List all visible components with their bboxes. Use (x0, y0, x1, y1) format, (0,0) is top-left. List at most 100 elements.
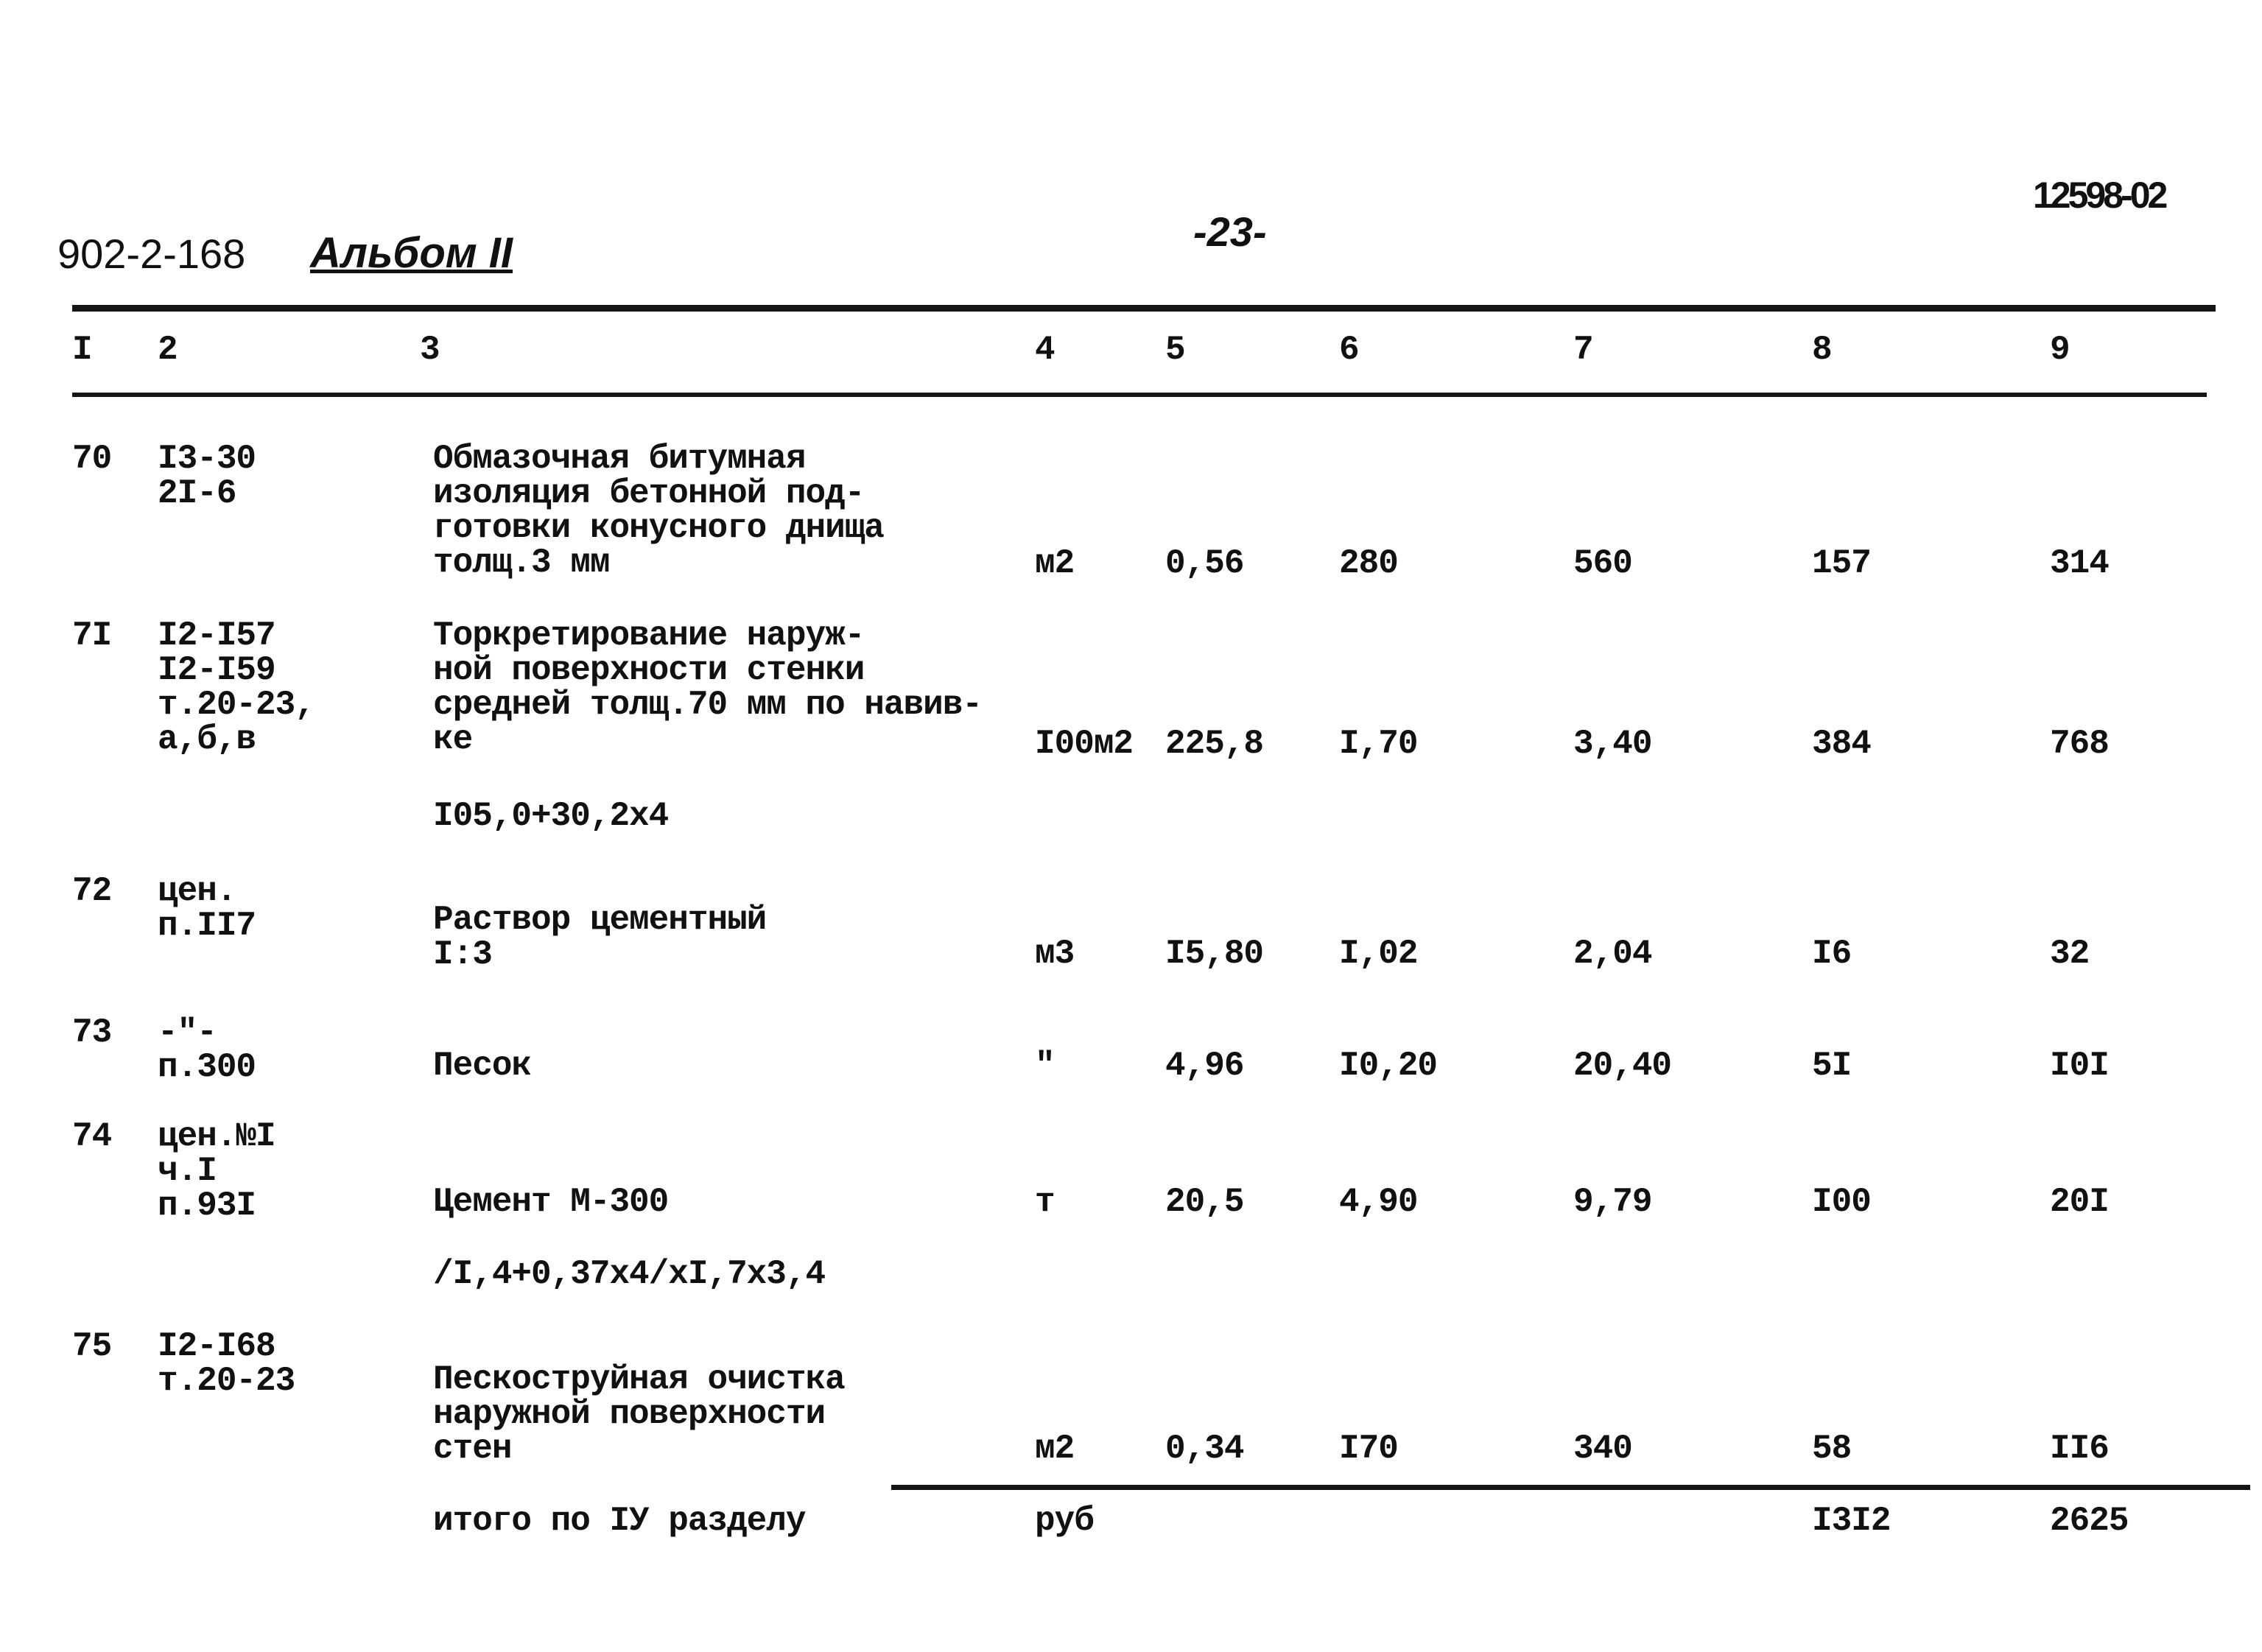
text-line: стен (433, 1430, 512, 1468)
album-label: Альбом II (310, 229, 513, 277)
column-7-value: 20,40 (1573, 1047, 1672, 1085)
calculation-formula: /I,4+0,37х4/хI,7х3,4 (433, 1255, 826, 1293)
row-number: 72 (72, 872, 112, 910)
column-number-8: 8 (1812, 331, 1833, 369)
row-number: 7I (72, 616, 112, 655)
work-description: Торкретирование наруж-ной поверхности ст… (433, 616, 983, 757)
text-line: изоляция бетонной под- (433, 474, 865, 513)
column-9-value: 314 (2050, 544, 2110, 583)
column-7-value: 3,40 (1573, 725, 1652, 763)
text-line: Раствор цементный (433, 901, 767, 939)
column-7-value: 2,04 (1573, 935, 1652, 973)
text-line: цен.№I (158, 1117, 276, 1156)
unit-price: I,02 (1339, 935, 1418, 973)
unit: " (1035, 1047, 1056, 1085)
text-line: 2I-6 (158, 474, 236, 513)
unit-price: 4,90 (1339, 1183, 1418, 1221)
column-number-9: 9 (2050, 331, 2070, 369)
column-9-value: 20I (2050, 1183, 2110, 1221)
column-9-value: I0I (2050, 1047, 2110, 1085)
page-number: -23- (1193, 208, 1267, 255)
column-number-5: 5 (1165, 331, 1186, 369)
quantity: 225,8 (1165, 725, 1264, 763)
column-8-value: 5I (1812, 1047, 1852, 1085)
text-line: Обмазочная битумная (433, 440, 806, 478)
text-line: п.II7 (158, 907, 256, 945)
row-number: 73 (72, 1013, 112, 1052)
row-number: 74 (72, 1117, 112, 1156)
unit-price: I,70 (1339, 725, 1418, 763)
column-8-value: 384 (1812, 725, 1872, 763)
text-line: ной поверхности стенки (433, 651, 865, 689)
text-line: наружной поверхности (433, 1395, 826, 1433)
column-number-3: 3 (420, 331, 440, 369)
column-8-value: I00 (1812, 1183, 1872, 1221)
text-line: п.93I (158, 1187, 256, 1225)
work-description: Цемент М-300 (433, 1183, 669, 1221)
unit: I00м2 (1035, 725, 1134, 763)
norm-reference: цен.№I ч.I п.93I (158, 1117, 276, 1225)
text-line: т.20-23, (158, 686, 315, 724)
column-7-value: 340 (1573, 1430, 1633, 1468)
total-rule (891, 1485, 2250, 1490)
column-number-4: 4 (1035, 331, 1056, 369)
norm-reference: I2-I57 I2-I59 т.20-23, а,б,в (158, 619, 315, 757)
column-number-6: 6 (1339, 331, 1360, 369)
text-line: толщ.3 мм (433, 544, 610, 582)
archive-stamp: 12598-02 (2033, 175, 2168, 216)
column-number-2: 2 (158, 331, 178, 369)
text-line: I2-I57 (158, 616, 276, 655)
norm-reference: I3-30 2I-6 (158, 442, 256, 511)
unit-price: I0,20 (1339, 1047, 1438, 1085)
row-number: 75 (72, 1327, 112, 1365)
quantity: I5,80 (1165, 935, 1264, 973)
work-description: Песок (433, 1047, 532, 1085)
unit: м2 (1035, 544, 1075, 583)
norm-reference: I2-I68 т.20-23 (158, 1329, 295, 1399)
text-line: I:3 (433, 935, 493, 974)
text-line: готовки конусного днища (433, 509, 885, 547)
unit: м2 (1035, 1430, 1075, 1468)
column-8-value: 157 (1812, 544, 1872, 583)
column-number-I: I (72, 331, 93, 369)
table-top-rule (72, 305, 2216, 312)
column-7-value: 9,79 (1573, 1183, 1652, 1221)
document-code: 902-2-168 (57, 231, 246, 277)
unit-price: 280 (1339, 544, 1399, 583)
row-number: 70 (72, 440, 112, 478)
norm-reference: цен. п.II7 (158, 874, 256, 943)
quantity: 0,34 (1165, 1430, 1244, 1468)
work-description: Раствор цементный I:3 (433, 901, 767, 974)
text-line: а,б,в (158, 720, 256, 759)
quantity: 4,96 (1165, 1047, 1244, 1085)
column-number-7: 7 (1573, 331, 1594, 369)
unit: м3 (1035, 935, 1075, 973)
text-line: п.300 (158, 1048, 256, 1086)
column-9-value: 32 (2050, 935, 2090, 973)
text-line: -"- (158, 1013, 217, 1052)
text-line: цен. (158, 872, 236, 910)
unit-price: I70 (1339, 1430, 1399, 1468)
norm-reference: -"- п.300 (158, 1016, 256, 1085)
work-description: Обмазочная битумная изоляция бетонной под… (433, 440, 885, 582)
text-line: I2-I59 (158, 651, 276, 689)
text-line: Цемент М-300 (433, 1183, 669, 1221)
total-column-8: I3I2 (1812, 1502, 1891, 1540)
text-line: Пескоструйная очистка (433, 1360, 846, 1399)
text-line: т.20-23 (158, 1362, 295, 1400)
column-8-value: I6 (1812, 935, 1852, 973)
unit: т (1035, 1183, 1056, 1221)
total-label: итого по IУ разделу (433, 1502, 806, 1540)
total-column-9: 2625 (2050, 1502, 2129, 1540)
quantity: 0,56 (1165, 544, 1244, 583)
text-line: средней толщ.70 мм по навив- (433, 686, 983, 724)
total-unit: руб (1035, 1502, 1095, 1540)
column-9-value: II6 (2050, 1430, 2110, 1468)
text-line: ч.I (158, 1152, 217, 1190)
text-line: Торкретирование наруж- (433, 616, 865, 655)
header-bottom-rule (72, 393, 2207, 397)
quantity: 20,5 (1165, 1183, 1244, 1221)
text-line: Песок (433, 1047, 532, 1085)
column-8-value: 58 (1812, 1430, 1852, 1468)
column-9-value: 768 (2050, 725, 2110, 763)
